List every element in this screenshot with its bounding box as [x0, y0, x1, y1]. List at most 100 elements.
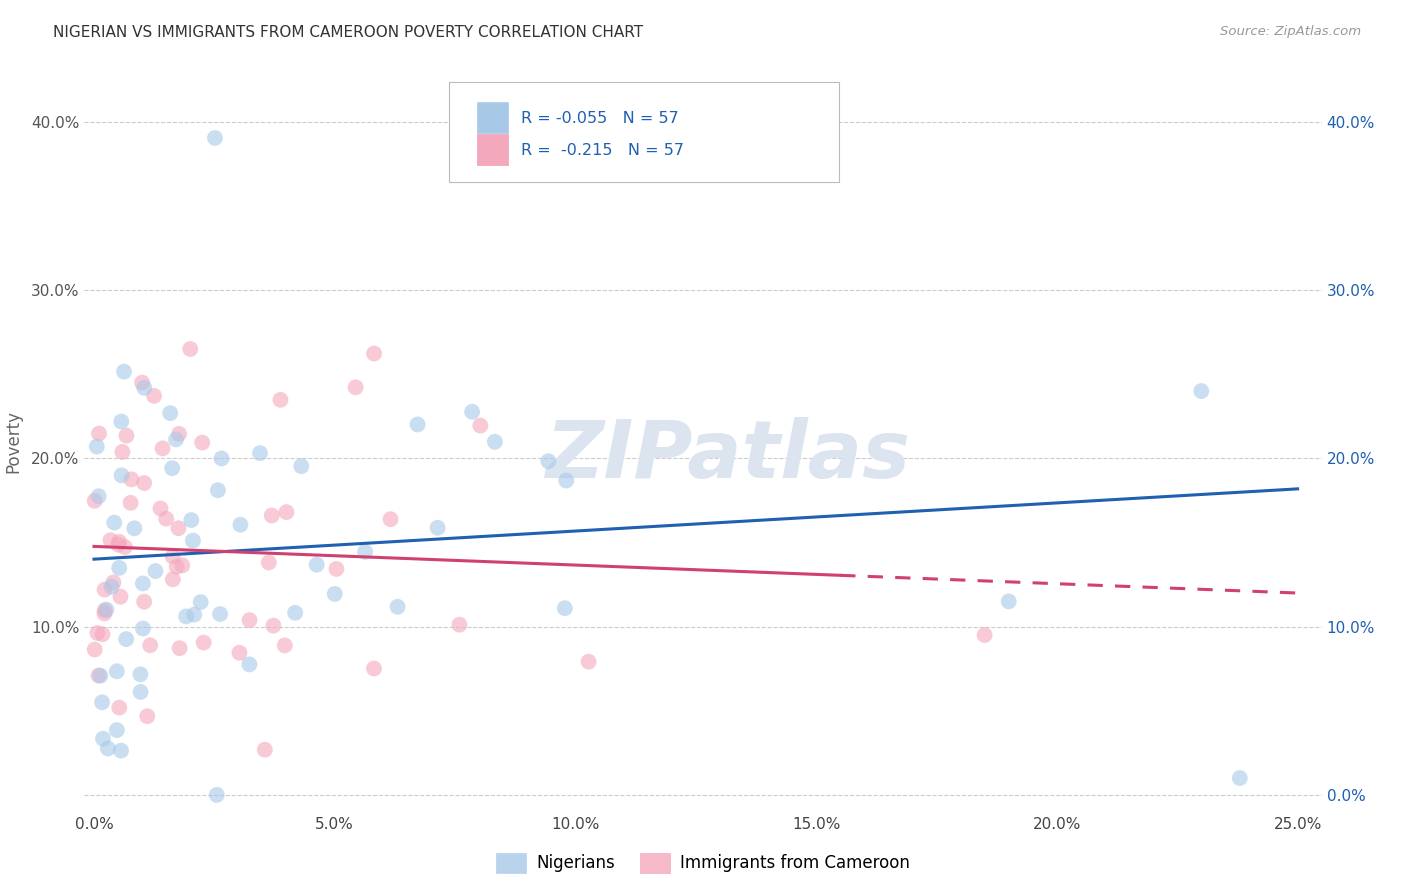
Point [260, 508, 283, 523]
Text: R = -0.055   N = 57: R = -0.055 N = 57 [522, 111, 679, 126]
Point [172, 558, 194, 573]
Point [145, 564, 167, 578]
Point [537, 454, 560, 468]
Point [449, 617, 471, 632]
Point [516, 165, 538, 179]
Point [193, 635, 215, 649]
Point [276, 505, 298, 519]
Point [132, 622, 155, 636]
Point [167, 426, 190, 441]
Legend: Nigerians, Immigrants from Cameroon: Nigerians, Immigrants from Cameroon [489, 847, 917, 880]
Point [96, 602, 118, 616]
Point [169, 641, 191, 656]
Point [190, 595, 212, 609]
Point [387, 599, 409, 614]
Text: ZIPatlas: ZIPatlas [546, 417, 910, 495]
Point [228, 646, 250, 660]
Point [191, 435, 214, 450]
FancyBboxPatch shape [450, 82, 839, 183]
Point [91, 731, 114, 746]
Point [91, 627, 114, 641]
Point [112, 365, 135, 379]
Point [461, 405, 484, 419]
Point [183, 607, 205, 622]
Point [554, 601, 576, 615]
Point [83, 493, 105, 508]
Point [86, 626, 108, 640]
Point [124, 521, 146, 535]
Point [380, 512, 402, 526]
Point [110, 590, 132, 604]
Point [111, 445, 134, 459]
Point [159, 406, 181, 420]
FancyBboxPatch shape [477, 102, 508, 133]
Point [139, 638, 162, 652]
Point [152, 442, 174, 456]
Point [94, 603, 117, 617]
Point [997, 594, 1019, 608]
Point [363, 661, 385, 675]
Point [155, 511, 177, 525]
Text: Source: ZipAtlas.com: Source: ZipAtlas.com [1220, 25, 1361, 38]
Point [484, 434, 506, 449]
Point [86, 440, 108, 454]
Point [103, 575, 125, 590]
Point [229, 517, 252, 532]
Point [108, 700, 131, 714]
Point [149, 501, 172, 516]
Point [180, 513, 202, 527]
Point [162, 549, 184, 564]
Point [204, 131, 226, 145]
Point [555, 474, 578, 488]
Point [136, 709, 159, 723]
Point [134, 381, 156, 395]
Point [344, 380, 367, 394]
Point [93, 582, 115, 597]
Point [238, 613, 260, 627]
Point [131, 376, 153, 390]
Point [354, 545, 377, 559]
Point [262, 618, 284, 632]
Point [269, 392, 291, 407]
Text: NIGERIAN VS IMMIGRANTS FROM CAMEROON POVERTY CORRELATION CHART: NIGERIAN VS IMMIGRANTS FROM CAMEROON POV… [53, 25, 644, 40]
Point [470, 418, 492, 433]
Point [114, 540, 136, 554]
Point [110, 415, 132, 429]
Point [83, 642, 105, 657]
Point [134, 595, 156, 609]
Point [181, 533, 204, 548]
Point [160, 461, 183, 475]
Y-axis label: Poverty: Poverty [4, 410, 22, 473]
Point [305, 558, 328, 572]
Point [165, 433, 187, 447]
Point [120, 496, 142, 510]
Point [973, 628, 995, 642]
Point [205, 788, 228, 802]
Point [129, 685, 152, 699]
Point [249, 446, 271, 460]
Point [100, 580, 122, 594]
Point [257, 556, 280, 570]
Point [253, 742, 276, 756]
Point [1189, 384, 1212, 398]
Point [578, 655, 600, 669]
Point [363, 346, 385, 360]
Point [89, 669, 111, 683]
Point [406, 417, 429, 432]
Point [97, 741, 120, 756]
Point [132, 576, 155, 591]
Point [103, 516, 125, 530]
Point [211, 451, 233, 466]
Point [108, 534, 131, 549]
Point [238, 657, 260, 672]
Point [100, 533, 122, 548]
Point [174, 609, 197, 624]
Point [91, 695, 114, 709]
Point [284, 606, 307, 620]
Point [143, 389, 166, 403]
Point [209, 607, 232, 621]
Text: R =  -0.215   N = 57: R = -0.215 N = 57 [522, 143, 685, 158]
Point [166, 559, 188, 574]
Point [87, 489, 110, 503]
Point [115, 428, 138, 442]
